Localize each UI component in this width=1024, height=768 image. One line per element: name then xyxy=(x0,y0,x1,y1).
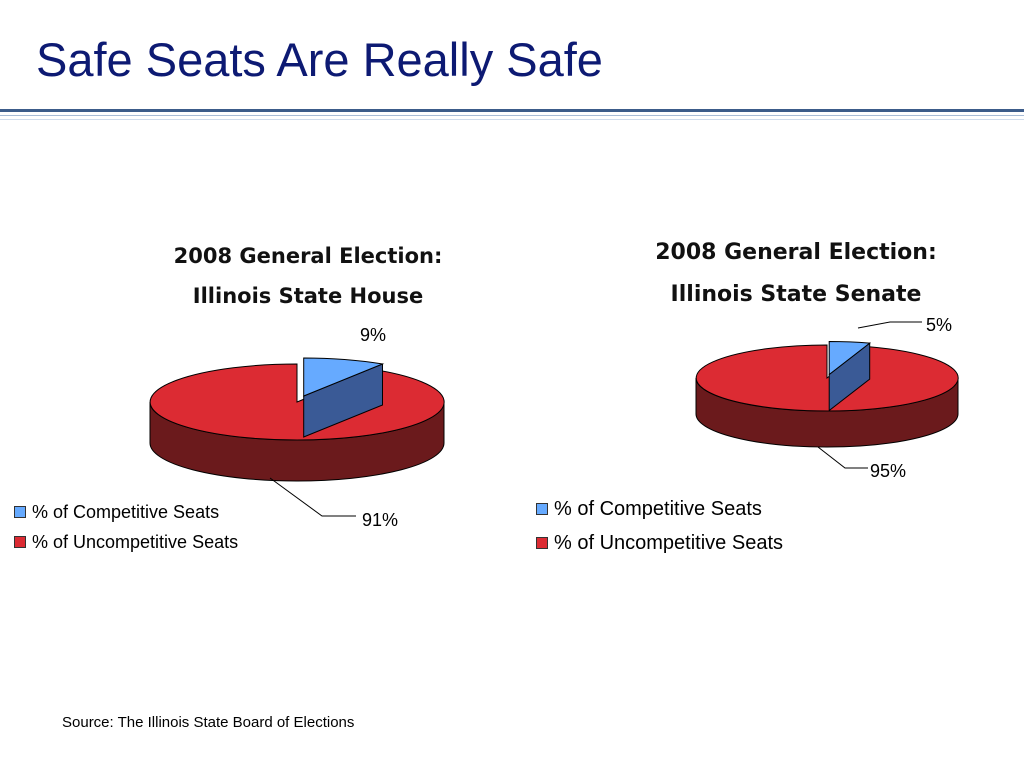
senate-data-label-0: 5% xyxy=(926,315,952,335)
title-divider xyxy=(0,109,1024,112)
competitive-swatch xyxy=(536,503,548,515)
house-legend-item-competitive: % of Competitive Seats xyxy=(14,497,238,527)
house-legend-item-uncompetitive: % of Uncompetitive Seats xyxy=(14,527,238,557)
house-competitive-slice xyxy=(303,357,385,397)
senate-legend-item-competitive: % of Competitive Seats xyxy=(536,492,783,526)
senate-data-label-1: 95% xyxy=(870,461,906,481)
senate-legend-item-uncompetitive: % of Uncompetitive Seats xyxy=(536,526,783,560)
house-legend-label-competitive: % of Competitive Seats xyxy=(32,501,220,522)
house-legend-label-uncompetitive: % of Uncompetitive Seats xyxy=(32,531,239,552)
house-chart-title: 2008 General Election: Illinois State Ho… xyxy=(120,236,496,316)
house-chart-title-line-1: 2008 General Election: xyxy=(173,244,443,268)
house-data-label-0: 9% xyxy=(360,325,386,345)
senate-pie-chart: 5% 95% xyxy=(695,315,959,481)
senate-label-leader-1 xyxy=(817,446,868,469)
title-divider-light xyxy=(0,119,1024,120)
senate-chart-title-line-2: Illinois State Senate xyxy=(670,282,922,307)
house-chart-title-line-2: Illinois State House xyxy=(192,284,424,308)
house-label-leader-1 xyxy=(269,477,356,517)
house-uncompetitive-slice xyxy=(149,363,445,441)
uncompetitive-swatch xyxy=(536,537,548,549)
competitive-swatch xyxy=(14,506,26,518)
house-data-label-1: 91% xyxy=(362,510,398,530)
senate-uncompetitive-slice xyxy=(695,344,959,412)
senate-chart-title-line-1: 2008 General Election: xyxy=(655,240,937,265)
house-legend: % of Competitive Seats % of Uncompetitiv… xyxy=(14,497,238,557)
title-divider-thin xyxy=(0,115,1024,116)
senate-chart-title: 2008 General Election: Illinois State Se… xyxy=(612,232,980,316)
senate-label-leader-0 xyxy=(857,321,922,329)
uncompetitive-swatch xyxy=(14,536,26,548)
slide-title: Safe Seats Are Really Safe xyxy=(36,33,603,86)
senate-legend: % of Competitive Seats % of Uncompetitiv… xyxy=(536,492,783,560)
senate-legend-label-competitive: % of Competitive Seats xyxy=(554,497,762,520)
house-pie-chart: 9% 91% xyxy=(149,325,445,530)
senate-competitive-slice xyxy=(828,340,872,376)
senate-legend-label-uncompetitive: % of Uncompetitive Seats xyxy=(554,531,783,554)
source-note: Source: The Illinois State Board of Elec… xyxy=(62,714,355,731)
